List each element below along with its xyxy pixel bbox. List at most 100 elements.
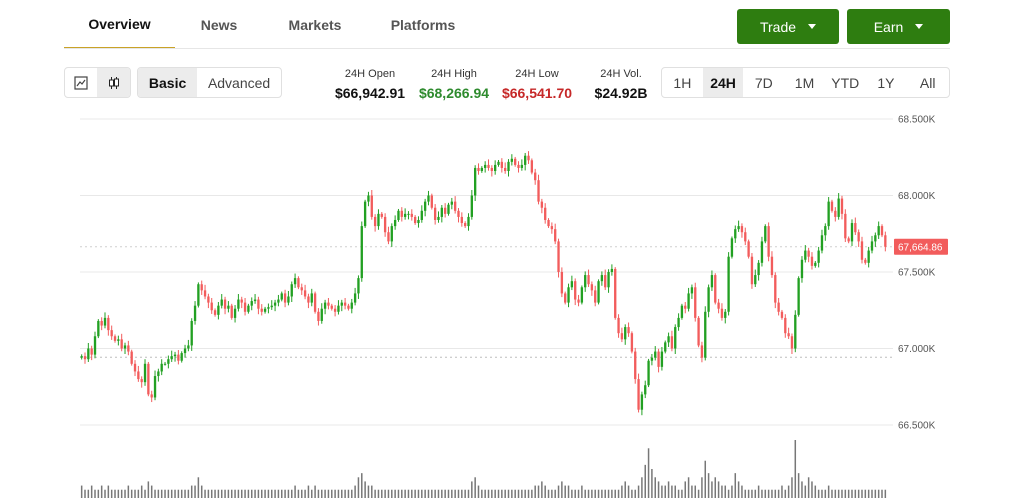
range-ytd[interactable]: YTD xyxy=(831,74,860,91)
candle-body xyxy=(400,210,403,217)
candle-body xyxy=(193,305,197,321)
volume-bar xyxy=(344,489,346,498)
range-selector: 1H 24H 7D 1M YTD 1Y All xyxy=(661,67,950,98)
candle-body xyxy=(410,213,413,217)
candlestick-icon xyxy=(108,76,119,89)
volume-bar xyxy=(100,485,103,498)
price-chart[interactable]: 68.500K 68.000K 67.500K 67.000K 66.500K 67,66… xyxy=(0,108,1024,498)
volume-bar xyxy=(134,489,136,498)
candle-body xyxy=(564,293,567,303)
volume-bar xyxy=(234,489,236,498)
advanced-view-button[interactable]: Advanced xyxy=(207,74,271,91)
candle-body xyxy=(420,210,423,220)
volume-bar xyxy=(854,489,857,498)
stat-value: $24.92B xyxy=(594,85,648,101)
volume-bar xyxy=(174,489,176,498)
candle-body xyxy=(854,223,857,233)
volume-bar xyxy=(794,440,797,498)
candle-body xyxy=(647,360,650,386)
candle-body xyxy=(790,336,794,349)
line-chart-button[interactable] xyxy=(65,68,97,97)
volume-bar xyxy=(664,485,666,498)
volume-bar xyxy=(461,489,463,498)
volume-bar xyxy=(167,489,170,498)
candle-body xyxy=(473,167,477,196)
top-tabs: Overview News Markets Platforms xyxy=(64,0,479,49)
volume-bar xyxy=(180,489,183,498)
tab-markets[interactable]: Markets xyxy=(288,16,342,33)
tab-platforms[interactable]: Platforms xyxy=(390,16,456,33)
volume-bar xyxy=(84,489,86,498)
candle-body xyxy=(620,333,624,340)
trade-button[interactable]: Trade xyxy=(737,9,839,44)
volume-bar xyxy=(331,489,333,498)
candle-body xyxy=(554,229,557,242)
candle-body xyxy=(784,317,787,334)
range-1h[interactable]: 1H xyxy=(673,74,692,91)
range-all[interactable]: All xyxy=(919,74,936,91)
candlestick-button[interactable] xyxy=(97,68,130,97)
volume-bar xyxy=(547,489,550,498)
candle-body xyxy=(720,308,724,318)
range-7d[interactable]: 7D xyxy=(754,74,773,91)
volume-bar xyxy=(661,485,663,498)
volume-bar xyxy=(324,489,326,498)
candle-body xyxy=(97,320,100,337)
volume-bar xyxy=(557,485,560,498)
tab-overview[interactable]: Overview xyxy=(64,0,175,49)
candle-body xyxy=(87,348,90,360)
volume-bar xyxy=(741,485,743,498)
candle-body xyxy=(480,167,483,172)
volume-bar xyxy=(851,489,853,498)
stat-label: 24H Vol. xyxy=(600,68,642,80)
volume-bar xyxy=(264,489,266,498)
candle-body xyxy=(300,287,303,291)
volume-bar xyxy=(120,489,123,498)
candle-body xyxy=(427,195,430,202)
candle-body xyxy=(824,226,827,236)
volume-bar xyxy=(597,489,600,498)
tab-news[interactable]: News xyxy=(200,16,238,33)
volume-bar xyxy=(504,489,506,498)
volume-bar xyxy=(784,489,787,498)
candle-body xyxy=(243,302,247,312)
volume-bar xyxy=(270,489,273,498)
volume-bar xyxy=(240,489,243,498)
volume-bar xyxy=(491,489,493,498)
volume-bar xyxy=(864,489,867,498)
earn-button[interactable]: Earn xyxy=(847,9,950,44)
volume-bar xyxy=(144,489,146,498)
volume-bar xyxy=(230,489,233,498)
candle-body xyxy=(403,213,407,217)
volume-bar xyxy=(684,481,686,498)
candle-body xyxy=(837,198,840,217)
candle-body xyxy=(343,302,347,306)
volume-bar xyxy=(801,481,803,498)
candle-body xyxy=(450,201,453,205)
candle-body xyxy=(614,268,617,318)
range-1m[interactable]: 1M xyxy=(794,74,815,91)
candle-body xyxy=(283,293,287,303)
volume-bar xyxy=(707,473,710,498)
candle-body xyxy=(874,235,877,242)
range-24h[interactable]: 24H xyxy=(702,68,744,97)
volume-bar xyxy=(321,489,323,498)
candle-body xyxy=(710,275,714,288)
candle-body xyxy=(484,164,487,168)
volume-bar xyxy=(541,481,543,498)
candle-body xyxy=(517,164,520,168)
candle-body xyxy=(834,210,837,217)
candle-body xyxy=(694,287,697,318)
range-1y[interactable]: 1Y xyxy=(877,74,895,91)
volume-bar xyxy=(194,485,196,498)
basic-view-button[interactable]: Basic xyxy=(138,68,198,97)
candle-body xyxy=(557,241,560,272)
volume-bar xyxy=(781,485,783,498)
candle-body xyxy=(107,317,110,331)
candle-body xyxy=(690,287,694,294)
volume-bar xyxy=(834,489,837,498)
volume-bar xyxy=(791,477,793,498)
candle-body xyxy=(200,284,203,291)
volume-bar xyxy=(157,489,160,498)
volume-bar xyxy=(544,485,546,498)
